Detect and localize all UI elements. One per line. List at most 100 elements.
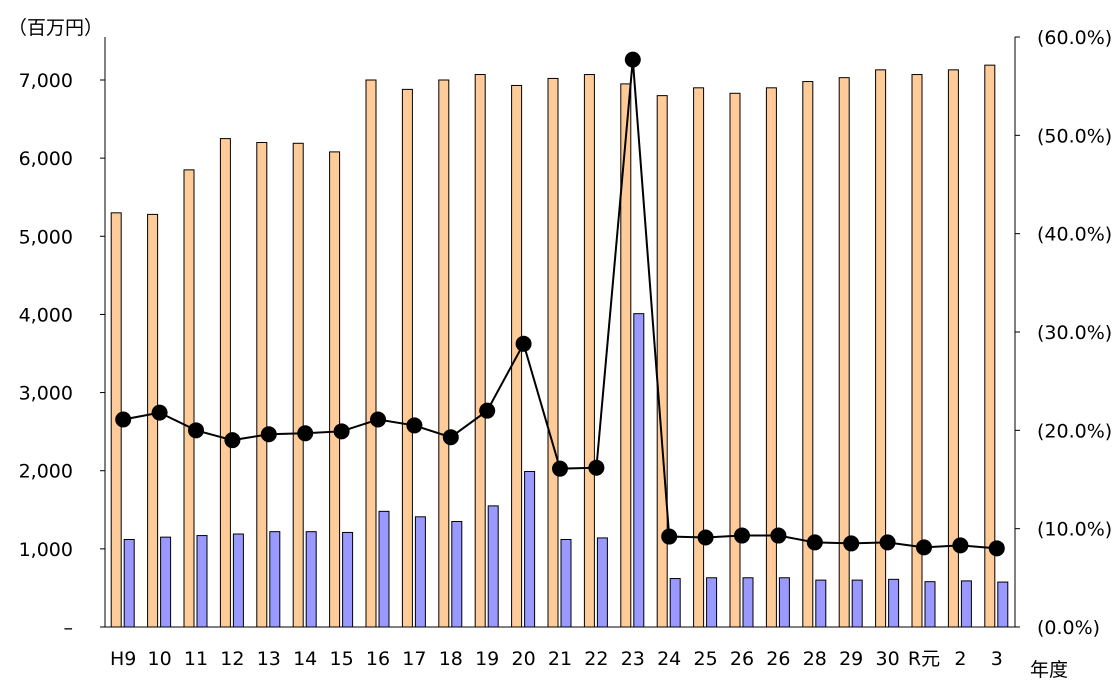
bar-sub: [123, 538, 135, 628]
bar-sub: [815, 579, 827, 628]
bar-total: [401, 88, 413, 628]
left-tick-label: 3,000: [19, 383, 73, 405]
x-tick-label: 21: [548, 648, 572, 670]
bar-total: [219, 138, 231, 628]
bar-sub: [196, 535, 208, 628]
ratio-point: [624, 51, 641, 68]
x-tick-label: 26: [766, 648, 790, 670]
bar-sub: [451, 521, 463, 628]
left-tick-label: 7,000: [19, 70, 73, 92]
bar-sub: [487, 505, 499, 628]
ratio-point: [115, 411, 132, 428]
ratio-point: [515, 335, 532, 352]
bar-sub: [851, 579, 863, 628]
ratio-point: [224, 432, 241, 449]
x-tick-label: 30: [876, 648, 900, 670]
x-tick-label: 14: [293, 648, 317, 670]
bar-sub: [524, 470, 536, 628]
left-tick-label: 6,000: [19, 148, 73, 170]
ratio-point: [260, 426, 277, 443]
ratio-point: [297, 425, 314, 442]
ratio-point: [843, 535, 860, 552]
bar-total: [875, 69, 887, 628]
right-tick-label: (30.0%): [1037, 322, 1112, 344]
x-tick-label: 3: [991, 648, 1003, 670]
x-tick-label: 15: [330, 648, 354, 670]
ratio-point: [442, 429, 459, 446]
bar-total: [365, 79, 377, 628]
bar-sub: [669, 578, 681, 628]
bar-sub: [778, 577, 790, 628]
left-axis-unit: （百万円）: [8, 17, 103, 39]
ratio-point: [661, 528, 678, 545]
left-tick-label: 4,000: [19, 304, 73, 326]
bar-sub: [997, 581, 1009, 628]
left-tick-label: 2,000: [19, 461, 73, 483]
right-tick-label: (60.0%): [1037, 27, 1112, 49]
right-tick-label: (0.0%): [1037, 617, 1100, 639]
left-tick-label: 5,000: [19, 226, 73, 248]
bar-sub: [596, 537, 608, 628]
bar-total: [256, 142, 268, 628]
ratio-point: [988, 540, 1005, 557]
bar-total: [620, 83, 632, 628]
bar-sub: [269, 531, 281, 628]
bar-sub: [742, 577, 754, 628]
bar-sub: [305, 531, 317, 628]
x-tick-label: 20: [512, 648, 536, 670]
ratio-point: [151, 404, 168, 421]
bar-sub: [888, 578, 900, 628]
bar-total: [911, 74, 923, 628]
bar-sub: [414, 516, 426, 628]
bar-total: [802, 81, 814, 628]
ratio-point: [952, 537, 969, 554]
left-tick-label: –: [64, 617, 74, 639]
bar-total: [765, 87, 777, 628]
x-tick-label: 26: [730, 648, 754, 670]
bar-total: [947, 69, 959, 628]
ratio-point: [188, 422, 204, 439]
x-tick-label: 29: [839, 648, 863, 670]
ratio-point: [734, 527, 750, 544]
x-tick-label: 24: [657, 648, 681, 670]
bar-total: [838, 77, 850, 628]
ratio-point: [697, 529, 714, 546]
x-tick-label: 25: [694, 648, 718, 670]
bar-sub: [160, 536, 172, 628]
ratio-point: [770, 527, 787, 544]
bar-total: [292, 142, 304, 628]
ratio-point: [552, 460, 568, 477]
x-tick-label: 18: [439, 648, 463, 670]
left-tick-label: 1,000: [19, 539, 73, 561]
bar-sub: [960, 580, 972, 628]
right-tick-label: (50.0%): [1037, 125, 1112, 147]
ratio-point: [406, 417, 423, 434]
bar-total: [547, 77, 559, 628]
bar-sub: [232, 533, 244, 628]
x-tick-label: 28: [803, 648, 827, 670]
bar-total: [183, 169, 195, 628]
x-tick-label: H9: [110, 648, 136, 670]
ratio-point: [370, 411, 386, 428]
x-tick-label: 12: [220, 648, 244, 670]
x-tick-label: 19: [475, 648, 499, 670]
ratio-point: [879, 534, 896, 551]
ratio-point: [588, 459, 605, 476]
bar-sub: [633, 313, 645, 628]
x-tick-label: 2: [954, 648, 966, 670]
bar-total: [438, 79, 450, 628]
labels: – 1,000 2,000 3,000 4,000 5,000 6,000 7,000 （百万円…: [8, 17, 1112, 680]
bar-total: [693, 87, 705, 628]
bar-sub: [342, 531, 354, 628]
bar-sub: [378, 510, 390, 628]
right-tick-label: (10.0%): [1037, 519, 1112, 541]
bar-total: [583, 74, 595, 628]
bar-total: [329, 151, 341, 628]
right-tick-label: (20.0%): [1037, 420, 1112, 442]
x-tick-label: R元: [908, 648, 940, 670]
x-tick-label: 23: [621, 648, 645, 670]
ratio-line: [115, 51, 1005, 557]
bar-total: [147, 213, 159, 628]
bar-total: [729, 92, 741, 628]
